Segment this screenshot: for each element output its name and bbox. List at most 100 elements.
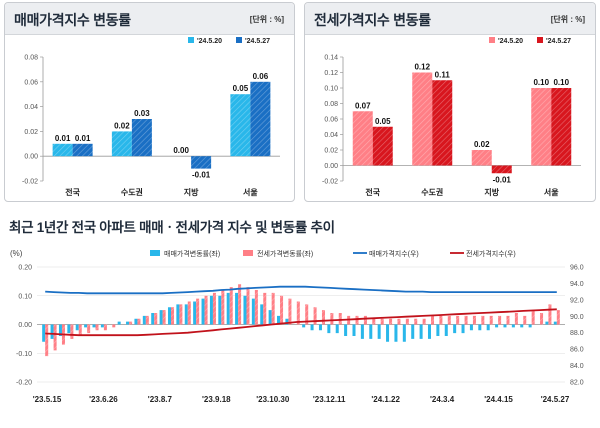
left-axis-unit: (%) xyxy=(10,249,23,258)
jeonse-change-bar xyxy=(53,324,57,351)
sale-change-bar xyxy=(419,324,423,339)
sale-change-bar xyxy=(92,324,96,328)
y-tick-label: 0.10 xyxy=(324,86,338,93)
sale-change-bar xyxy=(318,324,322,331)
category-label: 지방 xyxy=(184,187,199,197)
sale-change-bar xyxy=(444,324,448,336)
jeonse-index-line xyxy=(45,308,557,337)
jeonse-change-bar xyxy=(321,310,325,325)
data-label: 0.12 xyxy=(414,63,430,72)
x-tick-label: '23.8.7 xyxy=(148,395,173,404)
bar xyxy=(372,126,393,166)
legend-label: 전세가격지수(우) xyxy=(466,249,516,258)
jeonse-change-bar xyxy=(548,304,552,325)
bar xyxy=(230,94,251,157)
y-tick-label: -0.02 xyxy=(322,179,338,186)
jeonse-change-bar xyxy=(212,292,216,325)
x-tick-label: '24.5.27 xyxy=(541,395,570,404)
y-tick-label: 0.04 xyxy=(24,104,38,111)
sale-change-bar xyxy=(461,324,465,334)
bar xyxy=(412,72,433,166)
jeonse-change-bar xyxy=(246,287,250,325)
sale-change-bar xyxy=(167,307,171,325)
sale-change-bar xyxy=(302,324,306,328)
jeonse-change-bar xyxy=(523,315,527,325)
y-right-tick-label: 94.0 xyxy=(570,281,584,288)
sale-change-bar xyxy=(100,324,104,328)
sale-change-bar xyxy=(251,298,255,325)
y-tick-label: 0.02 xyxy=(324,148,338,155)
y-right-tick-label: 92.0 xyxy=(570,297,584,304)
jeonse-change-bar xyxy=(103,324,107,331)
jeonse-change-bar xyxy=(263,292,267,325)
sale-change-bar xyxy=(478,324,482,331)
y-right-tick-label: 96.0 xyxy=(570,265,584,272)
sale-change-bar xyxy=(151,313,155,325)
sale-change-bar xyxy=(268,310,272,325)
data-label: 0.03 xyxy=(134,109,150,118)
x-tick-label: '24.3.4 xyxy=(430,395,455,404)
jeonse-change-bar xyxy=(472,315,476,325)
jeonse-change-bar xyxy=(338,313,342,325)
sale-change-bar xyxy=(176,304,180,325)
legend-label: '24.5.20 xyxy=(498,38,523,45)
legend-label: 매매가격지수(우) xyxy=(369,249,419,258)
jeonse-change-bar xyxy=(145,315,149,325)
sale-change-bar xyxy=(427,324,431,339)
jeonse-change-bar xyxy=(556,310,560,325)
jeonse-change-bar xyxy=(380,318,384,325)
panel-title: 매매가격지수 변동률 xyxy=(14,12,131,28)
sale-change-bar xyxy=(42,324,46,342)
jeonse-change-bar xyxy=(238,284,242,325)
sale-change-bar xyxy=(453,324,457,334)
jeonse-change-bar xyxy=(196,298,200,325)
sale-change-bar xyxy=(142,315,146,325)
jeonse-change-bar xyxy=(405,318,409,325)
jeonse-change-bar xyxy=(171,307,175,325)
legend-swatch xyxy=(188,37,194,43)
jeonse-change-bar xyxy=(389,318,393,325)
jeonse-change-chart: 0.14 0.12 0.10 0.08 0.06 0.04 0.02 0.00 -0.02 '24… xyxy=(322,37,581,197)
bar xyxy=(131,119,152,157)
y-tick-label: 0.06 xyxy=(324,117,338,124)
jeonse-change-panel: 전세가격지수 변동률 [단위 : %] 0.14 0.12 0.10 0.08 0.06… xyxy=(304,2,596,202)
jeonse-change-bar xyxy=(481,315,485,325)
panel-header: 전세가격지수 변동률 [단위 : %] xyxy=(305,3,595,35)
jeonse-change-bar xyxy=(397,318,401,325)
legend-label: '24.5.27 xyxy=(245,38,270,45)
sale-change-bar xyxy=(495,324,499,328)
sale-change-bar xyxy=(218,295,222,325)
sale-index-line xyxy=(45,285,557,295)
sale-change-bar xyxy=(84,324,88,328)
sale-change-bar xyxy=(285,318,289,325)
panel-header: 매매가격지수 변동률 [단위 : %] xyxy=(5,3,294,35)
data-label: 0.11 xyxy=(435,70,451,79)
x-tick-label: '23.6.26 xyxy=(89,395,118,404)
sale-change-bar xyxy=(436,324,440,336)
jeonse-change-bar xyxy=(514,313,518,325)
y-tick-label: 0.14 xyxy=(324,55,338,62)
sale-change-panel: 매매가격지수 변동률 [단위 : %] 0.08 0.06 0.04 0.02 0.00… xyxy=(4,2,295,202)
jeonse-change-bar xyxy=(78,324,82,336)
jeonse-change-bar xyxy=(372,318,376,325)
sale-change-bar xyxy=(58,324,62,336)
category-label: 서울 xyxy=(243,187,258,197)
jeonse-change-bar xyxy=(288,298,292,325)
category-label: 서울 xyxy=(544,187,559,197)
jeonse-change-bar xyxy=(330,313,334,325)
jeonse-change-bar xyxy=(87,324,91,334)
sale-change-bar xyxy=(126,321,130,325)
x-tick-label: '23.9.18 xyxy=(202,395,231,404)
sale-change-bar xyxy=(469,324,473,331)
jeonse-change-bar xyxy=(137,318,141,325)
jeonse-change-bar xyxy=(162,310,166,325)
panel-title: 전세가격지수 변동률 xyxy=(314,12,431,28)
y-left-tick-label: -0.20 xyxy=(16,380,32,387)
sale-change-bar xyxy=(360,324,364,339)
sale-change-bar xyxy=(486,324,490,331)
legend-swatch xyxy=(150,250,160,256)
sale-change-bar xyxy=(394,324,398,342)
trend-chart: 매매가격변동률(좌) 전세가격변동률(좌) 매매가격지수(우) 전세가격지수(우) 0.… xyxy=(16,249,584,404)
jeonse-change-bar xyxy=(179,304,183,325)
x-tick-label: '24.1.22 xyxy=(371,395,400,404)
